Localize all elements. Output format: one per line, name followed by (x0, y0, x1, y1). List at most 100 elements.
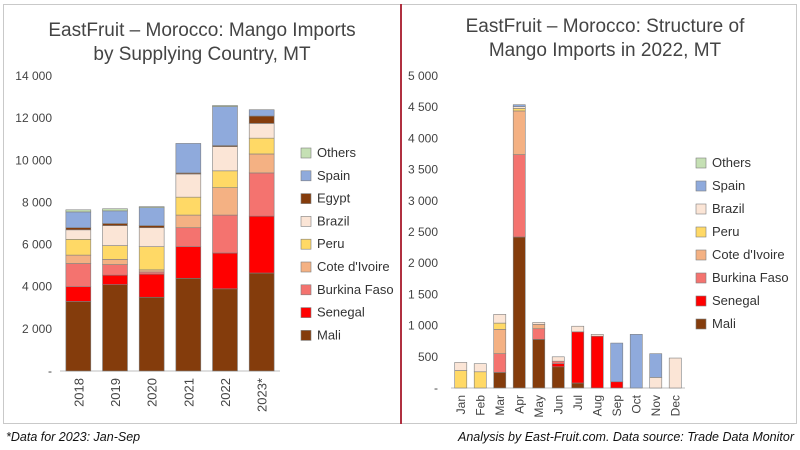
y-tick-label: 1 000 (408, 319, 438, 333)
legend-label-cote-d-ivoire: Cote d'Ivoire (712, 247, 785, 262)
bar-segment-senegal-sep (610, 381, 624, 389)
legend-label-burkina-faso: Burkina Faso (317, 282, 394, 297)
bar-segment-senegal-2023 (248, 215, 275, 274)
chart-title-line1: EastFruit – Morocco: Mango Imports (48, 20, 355, 41)
bar-segment-brazil-jul (571, 325, 585, 333)
bar-segment-cote-d-ivoire-apr (512, 110, 526, 155)
legend-label-senegal: Senegal (317, 305, 365, 320)
bar-segment-peru-feb (473, 371, 487, 389)
legend-swatch-peru (300, 238, 312, 250)
x-tick-label: 2019 (108, 378, 123, 407)
bar-segment-mali-jun (551, 366, 565, 389)
bar-segment-brazil-2022 (212, 146, 238, 172)
legend-label-others: Others (317, 145, 357, 160)
y-tick-label: 1 500 (408, 287, 438, 301)
y-tick-label: 3 000 (408, 194, 438, 208)
y-tick-label: 2 500 (408, 225, 438, 239)
legend-swatch-burkina-faso (695, 272, 707, 284)
bar-segment-spain-2023 (248, 109, 275, 117)
x-tick-label: Aug (590, 395, 604, 416)
bar-segment-brazil-nov (649, 377, 663, 389)
y-tick-label: 2 000 (22, 322, 52, 336)
legend-swatch-spain (300, 170, 312, 182)
bar-segment-senegal-aug (590, 335, 604, 389)
y-tick-label: 8 000 (22, 195, 52, 209)
x-tick-label: Jul (571, 395, 585, 410)
bar-segment-mali-2023 (248, 272, 275, 372)
chart-title-line2: Mango Imports in 2022, MT (489, 40, 722, 61)
bar-segment-brazil-may (532, 322, 546, 325)
bar-segment-spain-oct (629, 334, 643, 389)
bar-segment-brazil-jun (551, 356, 565, 362)
bar-segment-burkina-faso-jun (551, 360, 565, 364)
y-tick-label: 14 000 (15, 69, 52, 83)
legend-swatch-egypt (300, 193, 312, 204)
bar-segment-peru-apr (512, 108, 526, 112)
bar-segment-others-2019 (102, 208, 128, 212)
bar-segment-senegal-2022 (212, 252, 238, 290)
bar-segment-spain-2021 (175, 143, 202, 174)
bar-segment-cote-d-ivoire-2022 (212, 187, 238, 216)
source-note: Analysis by East-Fruit.com. Data source:… (458, 430, 794, 444)
x-tick-label: May (532, 395, 546, 418)
bar-segment-senegal-jul (571, 331, 585, 384)
legend-label-burkina-faso: Burkina Faso (712, 270, 789, 285)
legend-label-mali: Mali (317, 327, 341, 342)
bar-segment-spain-sep (610, 342, 624, 383)
bar-segment-brazil-feb (473, 363, 487, 373)
bar-segment-brazil-dec (668, 357, 682, 389)
bar-segment-brazil-mar (493, 314, 507, 324)
bar-segment-others-2022 (212, 105, 238, 107)
x-tick-label: Nov (649, 395, 663, 416)
bar-segment-peru-mar (493, 322, 507, 330)
legend-swatch-cote-d-ivoire (300, 261, 312, 273)
x-tick-label: 2023* (255, 378, 270, 412)
bar-segment-mali-may (532, 339, 546, 389)
y-tick-label: 5 000 (408, 69, 438, 83)
legend-swatch-mali (695, 318, 707, 330)
bar-segment-senegal-jun (551, 363, 565, 368)
legend-label-peru: Peru (712, 224, 739, 239)
y-tick-label: 10 000 (15, 153, 52, 167)
legend-swatch-brazil (695, 203, 707, 215)
bar-segment-mali-2020 (138, 296, 165, 372)
bar-segment-peru-jan (454, 370, 468, 389)
bar-segment-mali-2022 (212, 288, 238, 372)
legend-swatch-brazil (300, 216, 312, 227)
bar-segment-burkina-faso-mar (493, 353, 507, 373)
x-tick-label: 2018 (71, 378, 86, 407)
bar-segment-mali-apr (512, 236, 526, 389)
legend-swatch-cote-d-ivoire (695, 249, 707, 261)
x-tick-label: Apr (512, 395, 526, 414)
bar-segment-cote-d-ivoire-mar (493, 329, 507, 354)
bar-segment-burkina-faso-2023 (248, 172, 275, 217)
legend-label-spain: Spain (317, 168, 350, 183)
legend-swatch-others (695, 157, 707, 169)
x-tick-label: Jun (551, 395, 565, 414)
legend-swatch-peru (695, 226, 707, 238)
legend-label-brazil: Brazil (317, 213, 350, 228)
bar-segment-mali-2021 (175, 277, 202, 372)
y-tick-label: - (48, 364, 52, 378)
chart-title-line2: by Supplying Country, MT (93, 44, 311, 65)
bar-segment-others-2020 (138, 206, 165, 208)
legend-label-peru: Peru (317, 236, 344, 251)
panel-divider (400, 4, 402, 424)
legend-label-senegal: Senegal (712, 293, 760, 308)
legend-label-others: Others (712, 155, 752, 170)
x-tick-label: Mar (493, 395, 507, 416)
x-tick-label: Dec (668, 395, 682, 416)
bar-segment-spain-nov (649, 353, 663, 378)
y-tick-label: 6 000 (22, 238, 52, 252)
y-tick-label: 4 000 (408, 131, 438, 145)
legend-swatch-senegal (300, 307, 312, 318)
bar-segment-brazil-jan (454, 362, 468, 371)
legend-label-mali: Mali (712, 316, 736, 331)
bar-segment-burkina-faso-apr (512, 154, 526, 238)
y-tick-label: 4 500 (408, 100, 438, 114)
bar-segment-mali-2019 (102, 284, 128, 372)
x-tick-label: Oct (629, 394, 643, 413)
x-tick-label: 2022 (218, 378, 233, 407)
bar-segment-spain-apr (512, 104, 526, 107)
